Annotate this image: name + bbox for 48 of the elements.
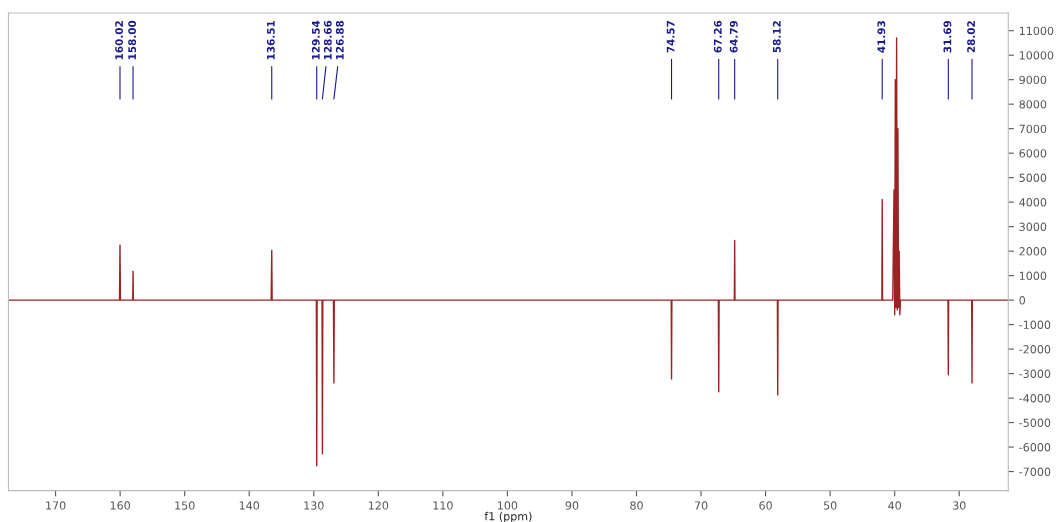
annotation: 31.69	[943, 20, 952, 53]
y-tick-label: 6000	[1019, 149, 1047, 158]
annotation: 67.26	[713, 20, 722, 53]
x-tick-label: 130	[304, 501, 324, 510]
x-tick-label: 140	[239, 501, 260, 510]
x-axis-title: f1 (ppm)	[484, 511, 532, 522]
x-tick-label: 50	[823, 501, 837, 510]
x-tick-label: 120	[368, 501, 389, 510]
annotation: 126.88	[335, 20, 344, 60]
annotation: 136.51	[266, 20, 275, 60]
y-tick-label: 1000	[1019, 271, 1047, 280]
y-tick-label: -2000	[1019, 345, 1051, 354]
y-tick-label: -6000	[1019, 443, 1051, 452]
y-tick-label: 9000	[1019, 75, 1047, 85]
annotation: 129.54	[311, 20, 320, 60]
annotation: 41.93	[877, 21, 886, 53]
x-tick-label: 110	[433, 501, 453, 510]
x-tick-label: 40	[888, 501, 902, 510]
x-tick-label: 70	[694, 501, 708, 510]
annotation: 128.66	[323, 20, 332, 60]
x-tick-label: 170	[46, 501, 66, 510]
y-tick-label: 4000	[1019, 198, 1047, 207]
annotation: 58.12	[772, 21, 781, 53]
y-tick-label: 10000	[1019, 51, 1054, 60]
y-tick-label: 0	[1019, 296, 1026, 305]
y-tick-label: 2000	[1019, 247, 1047, 256]
y-tick-label: -4000	[1019, 394, 1051, 403]
x-tick-label: 60	[759, 501, 772, 510]
x-tick-label: 90	[565, 501, 579, 510]
y-tick-label: 8000	[1019, 100, 1047, 109]
y-tick-label: -1000	[1019, 320, 1051, 329]
x-tick-label: 100	[498, 501, 518, 510]
annotation: 160.02	[115, 21, 124, 60]
y-tick-label: 7000	[1019, 124, 1047, 134]
y-tick-label: 5000	[1019, 173, 1047, 183]
y-tick-label: 3000	[1019, 222, 1047, 232]
annotation: 64.79	[729, 20, 738, 53]
x-tick-label: 150	[175, 501, 195, 510]
y-tick-label: -7000	[1019, 467, 1051, 476]
x-tick-label: 30	[953, 501, 966, 510]
x-tick-label: 160	[110, 501, 130, 510]
y-tick-label: -3000	[1019, 369, 1051, 378]
y-tick-label: 11000	[1019, 26, 1054, 36]
x-tick-label: 80	[630, 501, 643, 510]
y-tick-label: -5000	[1019, 418, 1051, 427]
annotation: 74.57	[666, 21, 675, 53]
annotation: 28.02	[967, 21, 976, 53]
annotation: 158.00	[128, 20, 137, 60]
